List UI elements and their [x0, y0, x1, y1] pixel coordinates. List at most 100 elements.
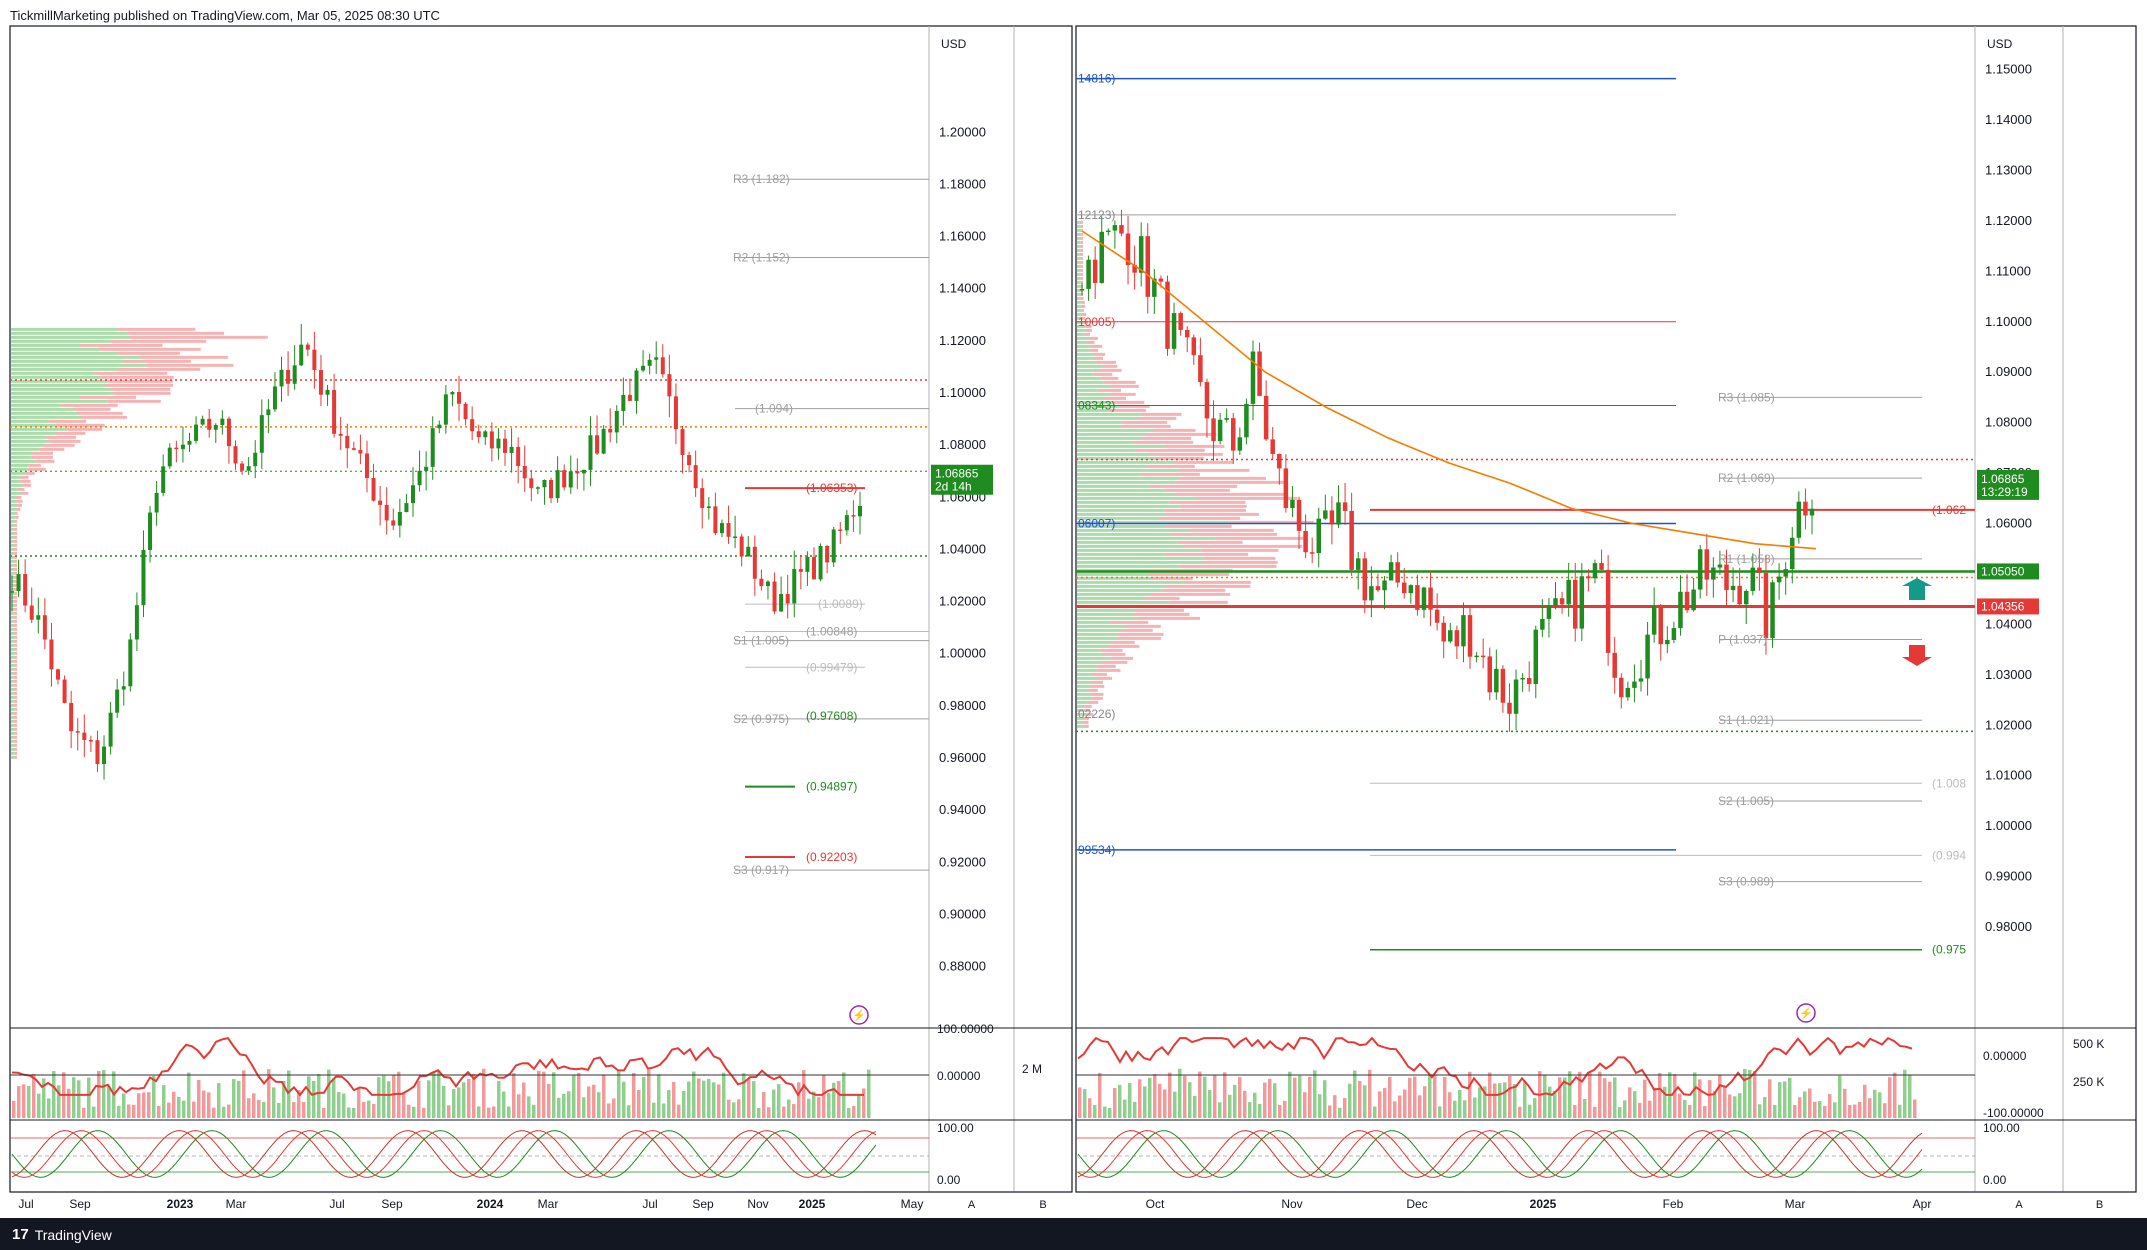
volume-profile-bar [11, 447, 40, 451]
candle-body [1296, 499, 1302, 531]
volume-profile-bar [1077, 240, 1081, 244]
volume-profile-bar [11, 523, 15, 527]
y-tick-label: 0.88000 [939, 959, 986, 974]
candle-body [1737, 585, 1742, 605]
candle-body [1119, 225, 1124, 234]
volume-bar [522, 1082, 526, 1118]
volume-bar [237, 1080, 241, 1118]
volume-bar [1103, 1106, 1107, 1118]
volume-profile-bar [11, 627, 14, 631]
candle-body [88, 739, 93, 742]
volume-bar [517, 1094, 521, 1118]
volume-bar [1513, 1083, 1517, 1118]
volume-profile-bar [1077, 716, 1085, 720]
volume-bar [527, 1096, 531, 1118]
volume-profile-bar [1180, 504, 1247, 508]
candle-body [174, 447, 179, 450]
volume-bar [1578, 1071, 1582, 1118]
volume-profile-bar [1077, 372, 1094, 376]
volume-profile-bar [11, 403, 61, 407]
volume-profile-bar [11, 659, 14, 663]
volume-profile-bar [1140, 412, 1182, 416]
oscillator-line [1077, 1130, 1923, 1178]
y-tick-label: 1.12000 [939, 333, 986, 348]
volume-profile-bar [1080, 232, 1083, 236]
y-tick-label: 1.06000 [1985, 516, 2032, 531]
volume-profile-bar [11, 355, 142, 359]
volume-profile-bar [1077, 440, 1135, 444]
y-tick-label: 1.01000 [1985, 768, 2032, 783]
candle-body [1355, 558, 1361, 570]
volume-bar [1078, 1087, 1082, 1118]
indicator1-tick: 0.00000 [1983, 1049, 2027, 1063]
volume-bar [752, 1081, 756, 1118]
volume-profile-bar [1077, 344, 1091, 348]
candle-body [1415, 585, 1420, 610]
volume-profile-bar [1120, 424, 1171, 428]
volume-bar [1213, 1075, 1217, 1118]
volume-profile-bar [1165, 552, 1249, 556]
volume-bar [717, 1084, 721, 1118]
candle-body [1671, 628, 1677, 640]
volume-bar [577, 1072, 581, 1118]
candle-body [1211, 418, 1216, 442]
candle-body [338, 433, 343, 436]
candle-body [148, 512, 153, 550]
volume-bar [867, 1069, 871, 1118]
volume-profile-bar [11, 743, 15, 747]
volume-profile-bar [1084, 704, 1092, 708]
volume-profile-bar [1165, 444, 1225, 448]
indicator-line-1 [1077, 1036, 1913, 1096]
volume-profile-bar [11, 615, 15, 619]
volume-bar [252, 1093, 256, 1118]
volume-bar [572, 1075, 576, 1118]
chart-panel-1: USD 1.20000 1.18000 1.16000 1.14000 1.12000 1.… [9, 25, 1073, 1211]
volume-bar [1893, 1072, 1897, 1118]
volume-profile-bar [1077, 392, 1111, 396]
volume-profile-bar [14, 535, 17, 539]
volume-profile-bar [1077, 380, 1104, 384]
volume-bar [1573, 1105, 1577, 1118]
volume-bar [1233, 1084, 1237, 1118]
volume-profile-bar [73, 407, 111, 411]
candle-body [726, 523, 731, 537]
volume-profile-bar [11, 675, 14, 679]
candle-body [535, 487, 540, 489]
level-label: (1.0089) [818, 597, 863, 611]
volume-bar [1768, 1079, 1772, 1118]
volume-bar [247, 1098, 251, 1118]
volume-bar [97, 1070, 101, 1118]
y-tick-label: 1.14000 [1985, 112, 2032, 127]
volume-profile-bar [11, 559, 15, 563]
volume-profile-bar [107, 399, 161, 403]
volume-bar [607, 1103, 611, 1118]
y-tick-label: 1.14000 [939, 281, 986, 296]
alert-lightning-glyph: ⚡ [1799, 1007, 1813, 1020]
volume-bar [1288, 1071, 1292, 1118]
volume-profile-bar [14, 687, 17, 691]
level-label: (0.994 [1932, 848, 1966, 862]
volume-profile-bar [11, 391, 115, 395]
volume-profile-bar [1077, 432, 1145, 436]
volume-profile-bar [14, 751, 17, 755]
volume-bar [207, 1092, 211, 1118]
volume-profile-bar [14, 703, 17, 707]
volume-bar [1353, 1070, 1357, 1118]
candle-body [739, 536, 744, 557]
volume-profile-bar [11, 451, 32, 455]
volume-bar [317, 1073, 321, 1118]
volume-bar [1448, 1092, 1452, 1118]
volume-profile-bar [1165, 488, 1230, 492]
volume-bar [807, 1098, 811, 1118]
volume-profile-bar [1077, 692, 1092, 696]
volume-profile-bar [11, 747, 15, 751]
chart-canvas[interactable]: USD 1.20000 1.18000 1.16000 1.14000 1.12000 1.… [0, 0, 2147, 1218]
candle-body [1237, 437, 1243, 451]
down-arrow-icon [1902, 645, 1932, 666]
candle-body [1592, 563, 1598, 579]
tradingview-logo[interactable]: 17 TradingView [12, 1226, 112, 1243]
volume-profile-bar [14, 647, 17, 651]
volume-profile-bar [1143, 596, 1180, 600]
candle-body [719, 523, 724, 534]
volume-profile-bar [1077, 264, 1081, 268]
